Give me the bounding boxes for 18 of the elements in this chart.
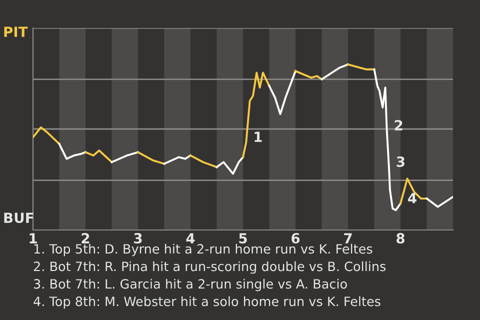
text: 4. Top 8th: M. Webster hit a solo home run vs K. Feltes	[34, 296, 380, 309]
x-tick-label: 4	[186, 233, 195, 244]
text: 1. Top 5th: D. Byrne hit a 2-run home run vs K. Feltes	[34, 244, 372, 256]
annotation: 3	[396, 156, 404, 167]
text: 2. Bot 7th: R. Pina hit a run-scoring double vs B. Collins	[34, 261, 386, 274]
text: 3. Bot 7th: L. Garcia hit a 2-run single vs A. Bacio	[34, 278, 347, 292]
x-tick-label: 6	[292, 233, 300, 244]
annotation: 1	[254, 132, 262, 142]
x-tick-label: 8	[396, 233, 404, 244]
x-tick-label: 7	[344, 233, 352, 244]
x-tick-label: 3	[134, 233, 142, 244]
annotation: 4	[408, 193, 416, 204]
annotation: 2	[394, 120, 402, 130]
x-tick-label: 1	[30, 233, 37, 244]
annotation: BUF	[4, 212, 34, 224]
text: PIT	[4, 26, 28, 37]
x-tick-label: 2	[82, 233, 90, 244]
x-tick-label: 5	[239, 233, 247, 244]
